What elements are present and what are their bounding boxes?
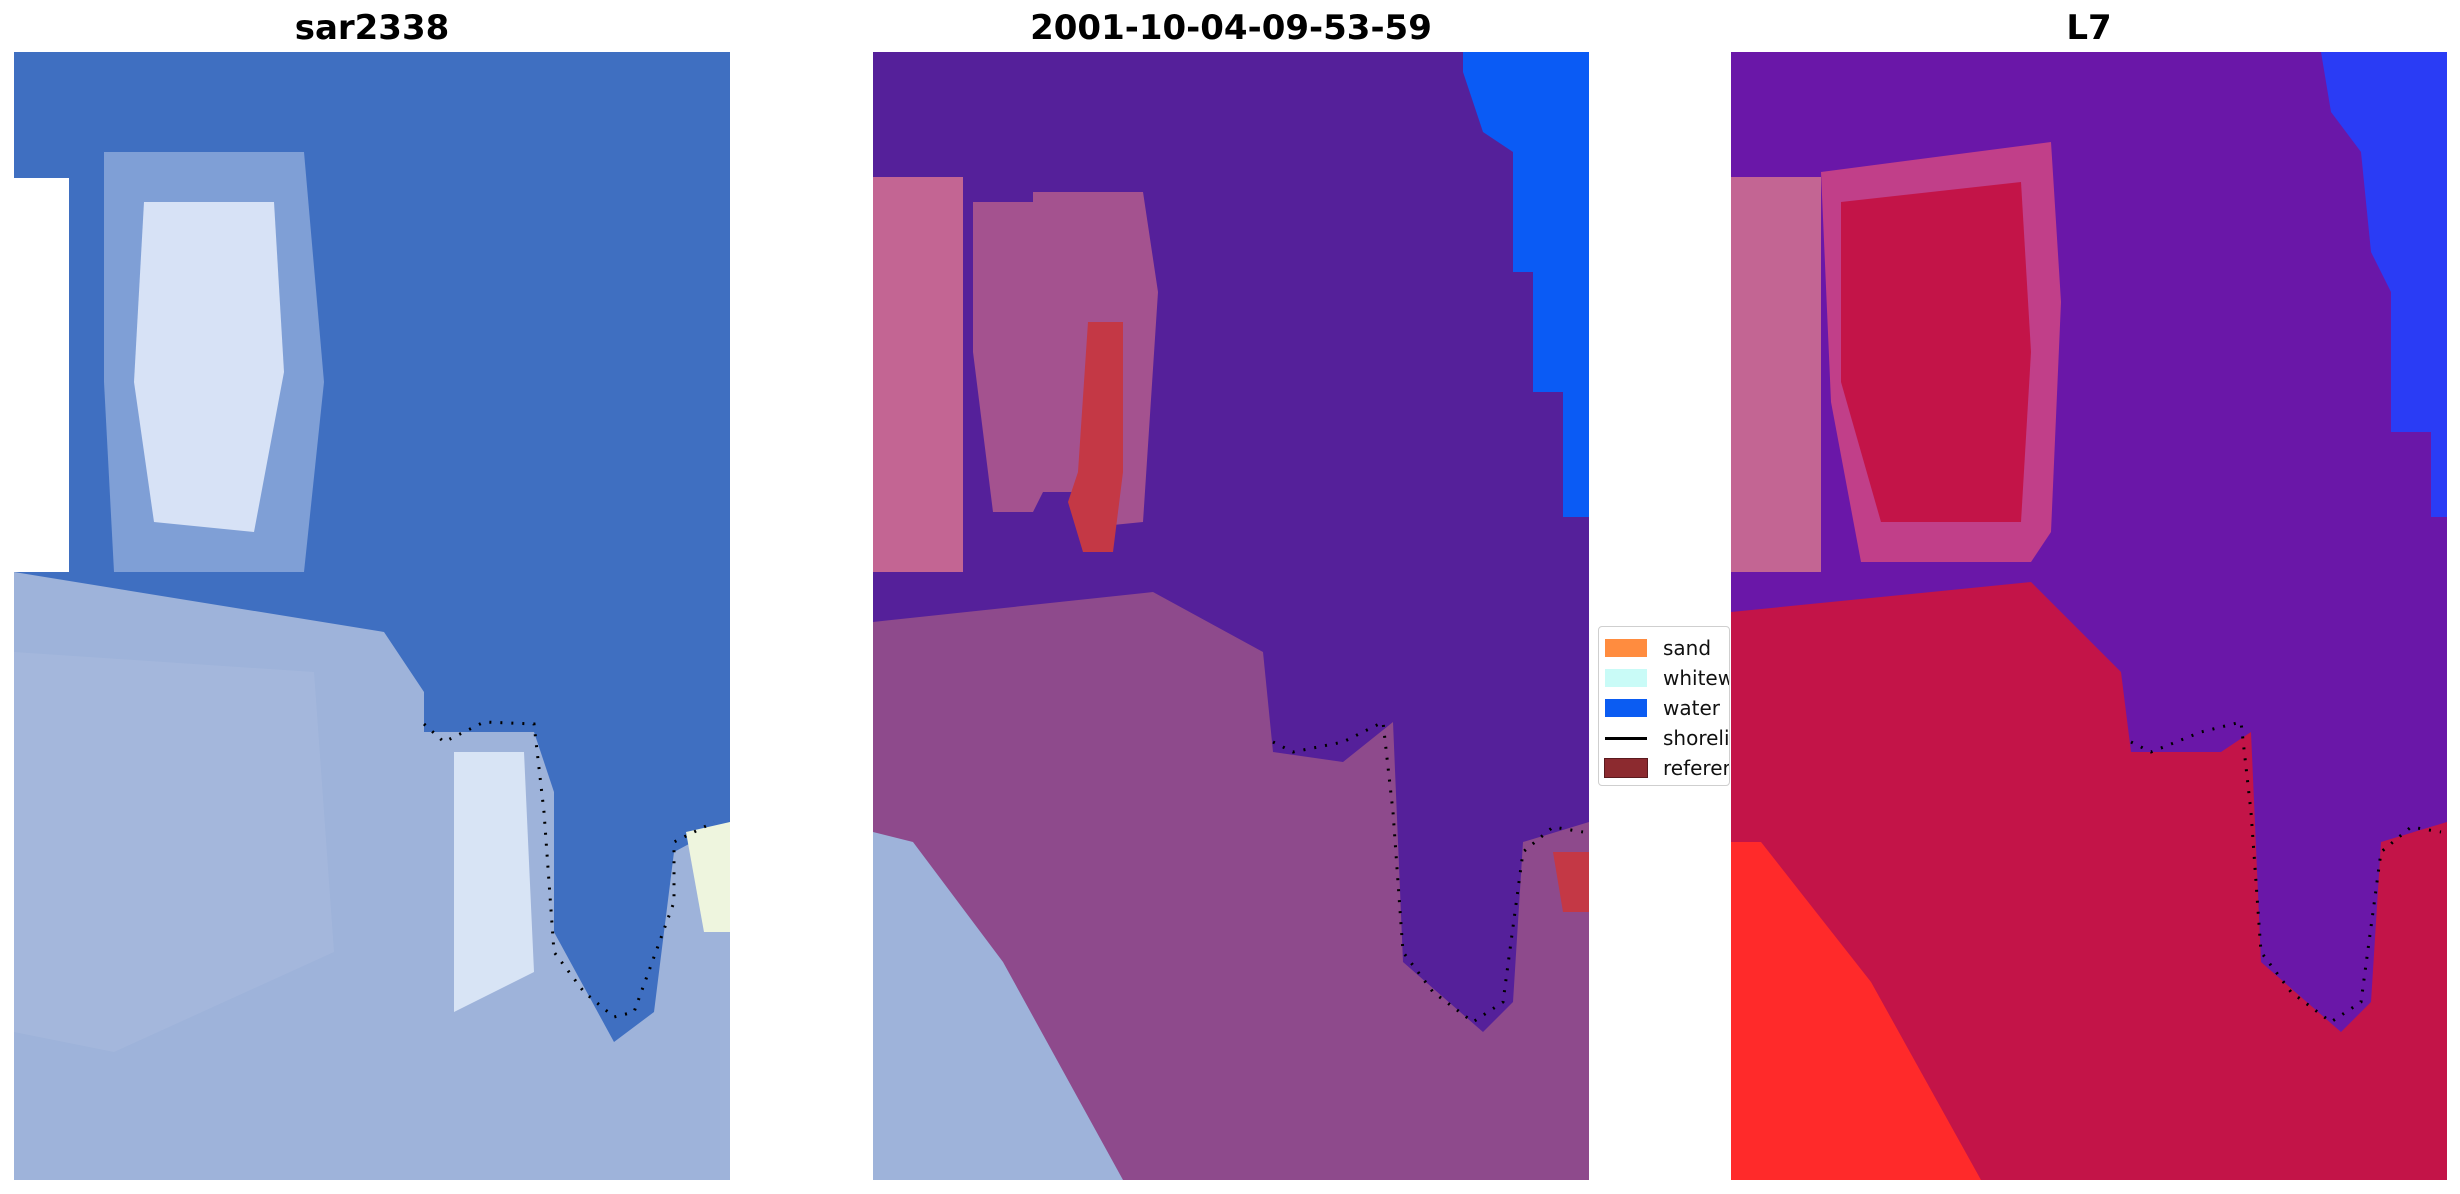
classified-unclassified-corner <box>873 832 1123 1180</box>
l7-sand-left <box>1731 177 1821 572</box>
l7-image <box>1731 52 2447 1180</box>
legend-item-reference: reference <box>1604 753 1729 783</box>
legend-item-sand: sand <box>1605 633 1711 663</box>
classified-land <box>873 592 1589 1180</box>
legend-label-reference: reference <box>1663 756 1729 780</box>
satellite-bright-patch <box>686 822 730 932</box>
classified-sand-left <box>873 177 963 572</box>
l7-shoreline <box>2130 720 2442 1024</box>
l7-red-corner <box>1731 842 1981 1180</box>
satellite-image <box>14 52 730 1180</box>
legend-swatch-sand <box>1605 639 1647 657</box>
l7-water-blue <box>2321 52 2447 517</box>
l7-land <box>1731 582 2447 1180</box>
satellite-island-bright <box>134 202 284 532</box>
classified-red-patch <box>1553 852 1589 912</box>
legend-swatch-water <box>1605 699 1647 717</box>
panel-title-classified: 2001-10-04-09-53-59 <box>1030 8 1432 48</box>
legend-swatch-whitewater <box>1605 669 1647 687</box>
panel-title-sar: sar2338 <box>294 8 450 48</box>
legend-item-shoreline: shoreline <box>1605 723 1730 753</box>
satellite-nodata-notch <box>14 178 69 572</box>
legend-label-water: water <box>1663 696 1720 720</box>
legend-swatch-reference <box>1604 758 1648 778</box>
legend-item-water: water <box>1605 693 1720 723</box>
classified-red-stripe <box>1068 322 1123 552</box>
legend-label-shoreline: shoreline <box>1663 726 1730 750</box>
legend-swatch-shoreline <box>1605 729 1647 747</box>
satellite-surf-zone <box>454 752 534 1012</box>
legend-label-sand: sand <box>1663 636 1712 660</box>
classified-image <box>873 52 1589 1180</box>
l7-island <box>1841 182 2031 522</box>
panel-title-l7: L7 <box>2066 8 2112 48</box>
classified-island <box>973 192 1158 527</box>
classified-image-panel <box>873 52 1589 1180</box>
satellite-land-texture <box>14 652 334 1052</box>
satellite-image-panel <box>14 52 730 1180</box>
classified-water-blue <box>1463 52 1589 517</box>
satellite-shoreline <box>422 720 715 1019</box>
l7-image-panel <box>1731 52 2447 1180</box>
